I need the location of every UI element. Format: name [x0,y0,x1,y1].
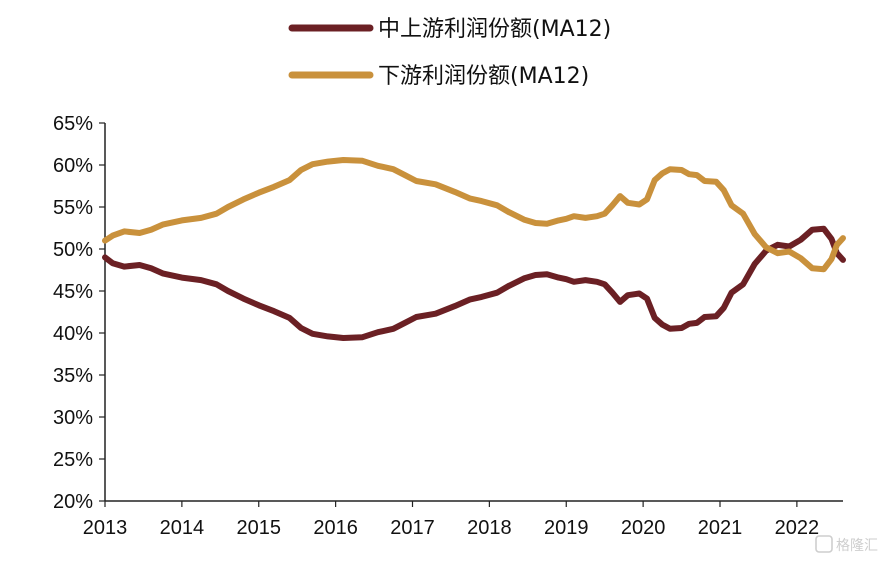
x-tick-label: 2014 [160,517,205,539]
x-tick-label: 2013 [83,517,128,539]
y-tick-label: 65% [53,113,93,135]
y-tick-label: 60% [53,155,93,177]
x-tick-label: 2015 [237,517,282,539]
y-ticks: 20% 25% 30% 35% 40% 45% 50% 55% 60% 65% [53,113,105,513]
x-tick-label: 2017 [390,517,435,539]
legend-label-downstream: 下游利润份额(MA12) [378,64,589,89]
x-tick-label: 2022 [775,517,820,539]
x-tick-label: 2021 [698,517,743,539]
y-tick-label: 20% [53,491,93,513]
watermark-label: 格隆汇 [836,538,878,554]
y-tick-label: 25% [53,449,93,471]
x-tick-label: 2018 [467,517,512,539]
series-line-upstream [102,225,846,341]
legend-label-upstream: 中上游利润份额(MA12) [378,17,611,42]
series-lines [102,157,846,341]
x-tick-label: 2020 [621,517,666,539]
y-tick-label: 35% [53,365,93,387]
axes: 20%25%30%35%40%45%50%55%60%65% 2013 2014 2… [53,113,843,539]
y-tick-label: 45% [53,281,93,303]
legend: 中上游利润份额(MA12) 下游利润份额(MA12) [288,17,611,89]
x-tick-label: 2016 [313,517,358,539]
x-tick-label: 2019 [544,517,589,539]
x-ticks: 2013 2014 2015 2016 2017 2018 2019 2020 2021 2022 [83,501,819,539]
y-tick-label: 40% [53,323,93,345]
y-tick-label: 30% [53,407,93,429]
y-tick-label: 50% [53,239,93,261]
watermark: 格隆汇 [815,535,878,554]
g-logo-icon [815,535,833,553]
series-line-downstream [102,157,846,273]
y-tick-label: 55% [53,197,93,219]
